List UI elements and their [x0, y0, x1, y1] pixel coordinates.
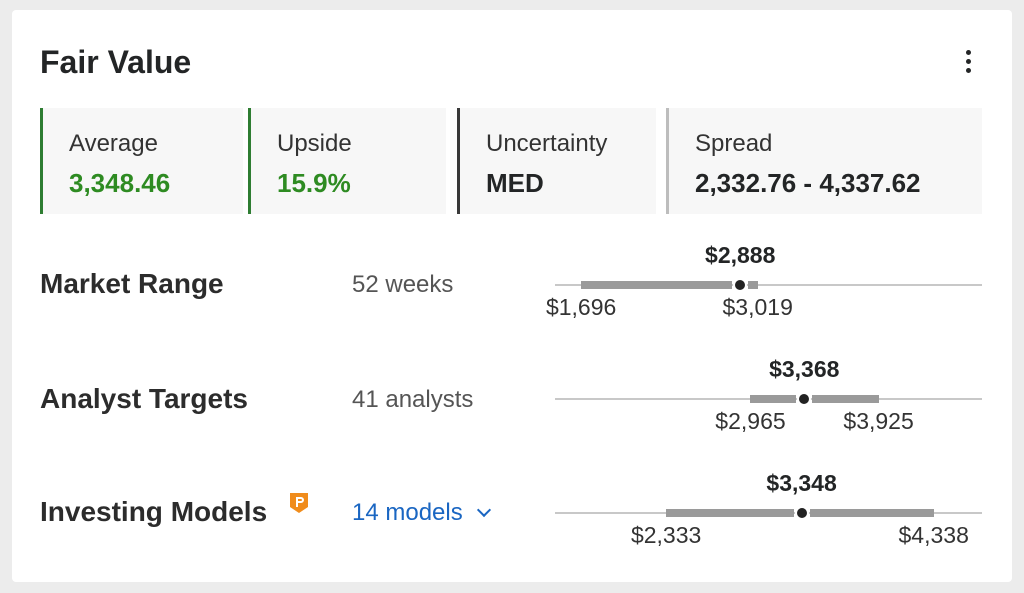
stat-spread: Spread 2,332.76 - 4,337.62 — [666, 108, 982, 214]
market-range-current-marker — [733, 278, 748, 292]
chevron-down-icon — [476, 502, 491, 518]
analyst-targets-low-value: $2,965 — [715, 408, 786, 434]
analyst-targets-band-high — [812, 395, 879, 403]
market-range-high-value: $3,019 — [722, 294, 793, 320]
investing-models-high-value: $4,338 — [898, 522, 969, 548]
stat-upside-value: 15.9% — [277, 168, 351, 198]
investing-models-band-low — [666, 509, 794, 517]
stat-spread-label: Spread — [695, 130, 773, 157]
stat-uncertainty-label: Uncertainty — [486, 130, 608, 157]
analyst-targets-high-value: $3,925 — [843, 408, 914, 434]
market-range-low-value: $1,696 — [545, 294, 617, 320]
analyst-targets-label: Analyst Targets — [40, 383, 248, 414]
analyst-targets-band-low — [750, 395, 797, 403]
stat-uncertainty-value: MED — [486, 168, 544, 198]
market-range-band-low — [581, 281, 733, 289]
stat-upside-label: Upside — [277, 130, 352, 157]
investing-models-low-value: $2,333 — [630, 522, 702, 548]
investing-models-band-high — [809, 509, 934, 517]
stat-average-value: 3,348.46 — [69, 168, 171, 198]
stat-average-label: Average — [69, 130, 158, 157]
market-range-band-high — [748, 281, 758, 289]
stat-spread-value: 2,332.76 - 4,337.62 — [695, 168, 921, 198]
market-range-current-value: $2,888 — [705, 242, 776, 268]
investing-models-current-value: $3,348 — [766, 470, 837, 496]
fair-value-card: Fair Value Average 3,348.46 Upside 15.9%… — [12, 10, 1012, 582]
pro-badge-icon — [290, 493, 308, 513]
analyst-targets-current-value: $3,368 — [769, 356, 840, 382]
models-dropdown[interactable]: 14 models — [352, 499, 491, 527]
market-range-track — [555, 284, 982, 286]
market-range-label: Market Range — [40, 268, 224, 299]
market-range-period: 52 weeks — [352, 271, 454, 298]
analyst-targets-current-marker — [797, 392, 812, 406]
models-dropdown-label: 14 models — [352, 499, 463, 526]
card-title: Fair Value — [40, 44, 192, 80]
stat-upside: Upside 15.9% — [248, 108, 446, 214]
stat-uncertainty: Uncertainty MED — [457, 108, 656, 214]
more-vertical-icon[interactable] — [954, 48, 984, 78]
stat-average: Average 3,348.46 — [40, 108, 243, 214]
analyst-targets-count: 41 analysts — [352, 386, 474, 413]
investing-models-label: Investing Models — [40, 496, 268, 527]
investing-models-current-marker — [794, 506, 809, 520]
